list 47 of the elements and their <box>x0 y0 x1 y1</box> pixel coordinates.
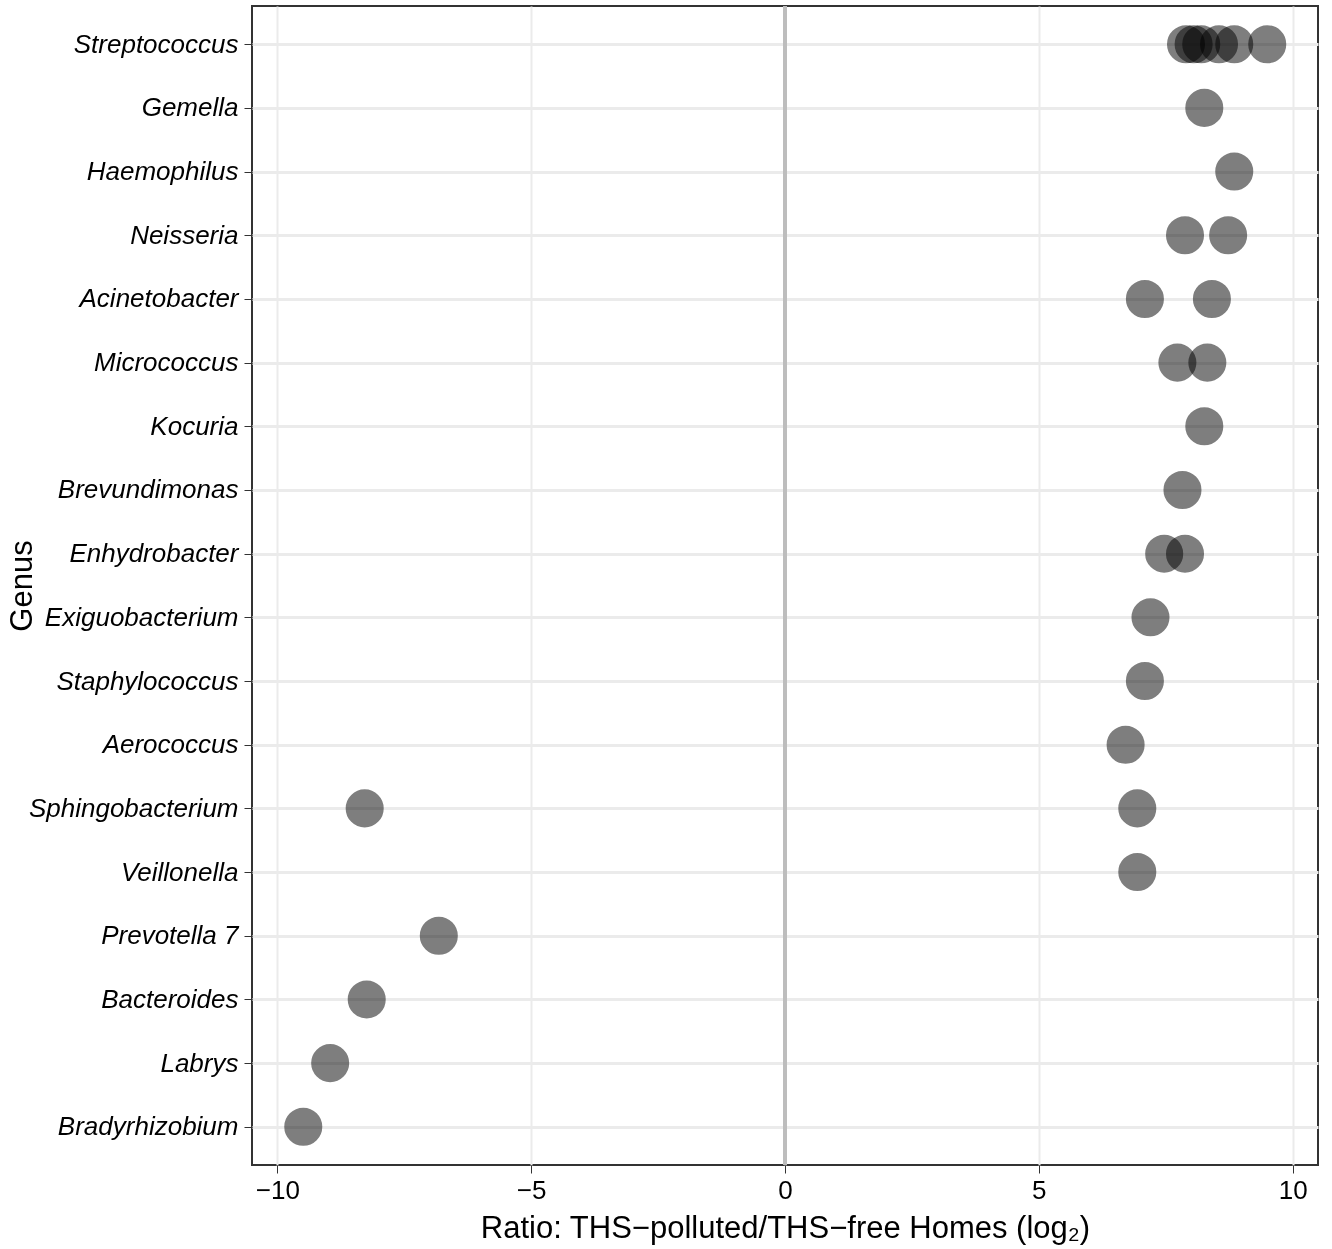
point <box>419 916 458 955</box>
y-tick-label: Prevotella 7 <box>101 920 241 951</box>
point <box>311 1044 350 1083</box>
point <box>1215 152 1254 191</box>
point <box>284 1107 323 1146</box>
y-tick-label: Labrys <box>160 1047 239 1078</box>
y-tick-label: Enhydrobacter <box>69 538 240 569</box>
y-tick-label: Acinetobacter <box>77 283 240 314</box>
y-tick-label: Haemophilus <box>86 156 239 187</box>
y-tick-label: Kocuria <box>150 410 239 441</box>
point <box>347 980 386 1019</box>
y-axis-title: Genus <box>3 540 39 632</box>
y-tick-label: Gemella <box>141 92 239 123</box>
y-tick-label: Staphylococcus <box>56 665 239 696</box>
point <box>1209 216 1248 255</box>
point <box>1185 407 1224 446</box>
x-tick-label: 10 <box>1278 1174 1308 1205</box>
x-tick-label: 5 <box>1032 1174 1047 1205</box>
point <box>1125 662 1164 701</box>
y-tick-label: Bacteroides <box>101 983 239 1014</box>
point <box>1185 88 1224 127</box>
point <box>1192 279 1231 318</box>
point <box>1125 279 1164 318</box>
x-tick-label: −5 <box>516 1174 547 1205</box>
point <box>1248 25 1287 64</box>
point <box>1165 216 1205 255</box>
y-tick-label: Bradyrhizobium <box>57 1111 239 1142</box>
y-tick-label: Micrococcus <box>94 347 239 378</box>
y-tick-label: Streptococcus <box>73 28 239 59</box>
point <box>1131 598 1170 637</box>
y-tick-label: Exiguobacterium <box>44 601 239 632</box>
y-tick-label: Sphingobacterium <box>28 792 239 823</box>
point <box>1118 853 1157 892</box>
y-tick-label: Brevundimonas <box>57 474 239 505</box>
point <box>1188 343 1227 382</box>
point <box>1215 25 1254 64</box>
point <box>345 789 384 828</box>
y-tick-label: Veillonella <box>120 856 239 887</box>
point <box>1106 725 1145 764</box>
x-tick-label: 0 <box>778 1174 793 1205</box>
point <box>1163 470 1202 509</box>
x-axis-title: Ratio: THS−polluted/THS−free Homes (log₂) <box>480 1209 1091 1245</box>
x-tick-label: −10 <box>255 1174 300 1205</box>
y-tick-label: Aerococcus <box>100 729 239 760</box>
point <box>1118 789 1157 828</box>
point <box>1165 534 1205 573</box>
y-tick-label: Neisseria <box>130 219 239 250</box>
